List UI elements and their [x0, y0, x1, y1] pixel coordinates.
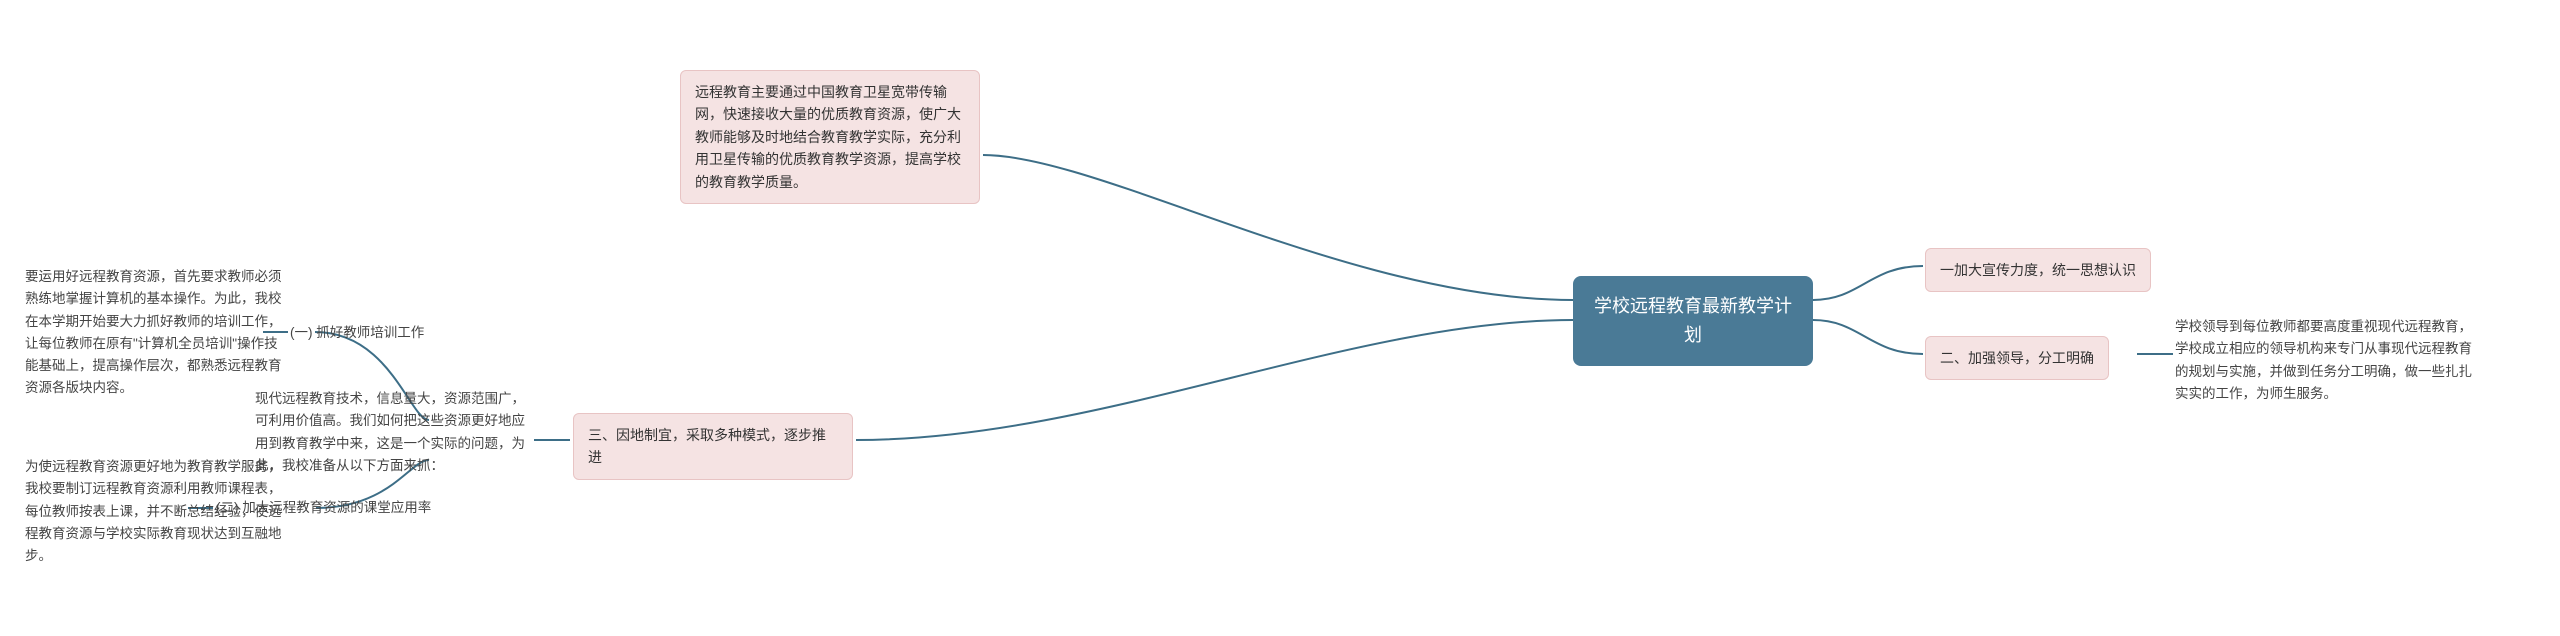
root-node[interactable]: 学校远程教育最新教学计划	[1573, 276, 1813, 366]
sub1-text: 要运用好远程教育资源，首先要求教师必须熟练地掌握计算机的基本操作。为此，我校在本…	[25, 269, 282, 395]
branch3-sub1-label: (一) 抓好教师培训工作	[290, 322, 455, 344]
intro-text: 远程教育主要通过中国教育卫星宽带传输网，快速接收大量的优质教育资源，使广大教师能…	[695, 84, 961, 190]
sub2-text: 为使远程教育资源更好地为教育教学服务，我校要制订远程教育资源利用教师课程表，每位…	[25, 459, 282, 563]
branch3-node[interactable]: 三、因地制宜，采取多种模式，逐步推进	[573, 413, 853, 480]
sub1-label-text: (一) 抓好教师培训工作	[290, 325, 424, 340]
root-title: 学校远程教育最新教学计划	[1594, 296, 1792, 345]
branch3-desc: 现代远程教育技术，信息量大，资源范围广，可利用价值高。我们如何把这些资源更好地应…	[255, 388, 535, 477]
branch2-detail-text: 学校领导到每位教师都要高度重视现代远程教育，学校成立相应的领导机构来专门从事现代…	[2175, 319, 2472, 401]
branch2-detail: 学校领导到每位教师都要高度重视现代远程教育，学校成立相应的领导机构来专门从事现代…	[2175, 316, 2485, 405]
branch3-desc-text: 现代远程教育技术，信息量大，资源范围广，可利用价值高。我们如何把这些资源更好地应…	[255, 391, 525, 473]
branch2-label: 二、加强领导，分工明确	[1940, 350, 2094, 366]
intro-node[interactable]: 远程教育主要通过中国教育卫星宽带传输网，快速接收大量的优质教育资源，使广大教师能…	[680, 70, 980, 204]
branch1-label: 一加大宣传力度，统一思想认识	[1940, 262, 2136, 278]
branch2-node[interactable]: 二、加强领导，分工明确	[1925, 336, 2109, 380]
branch1-node[interactable]: 一加大宣传力度，统一思想认识	[1925, 248, 2151, 292]
branch3-sub2-text: 为使远程教育资源更好地为教育教学服务，我校要制订远程教育资源利用教师课程表，每位…	[25, 456, 287, 567]
branch3-label: 三、因地制宜，采取多种模式，逐步推进	[588, 427, 826, 465]
branch3-sub1-text: 要运用好远程教育资源，首先要求教师必须熟练地掌握计算机的基本操作。为此，我校在本…	[25, 266, 287, 400]
